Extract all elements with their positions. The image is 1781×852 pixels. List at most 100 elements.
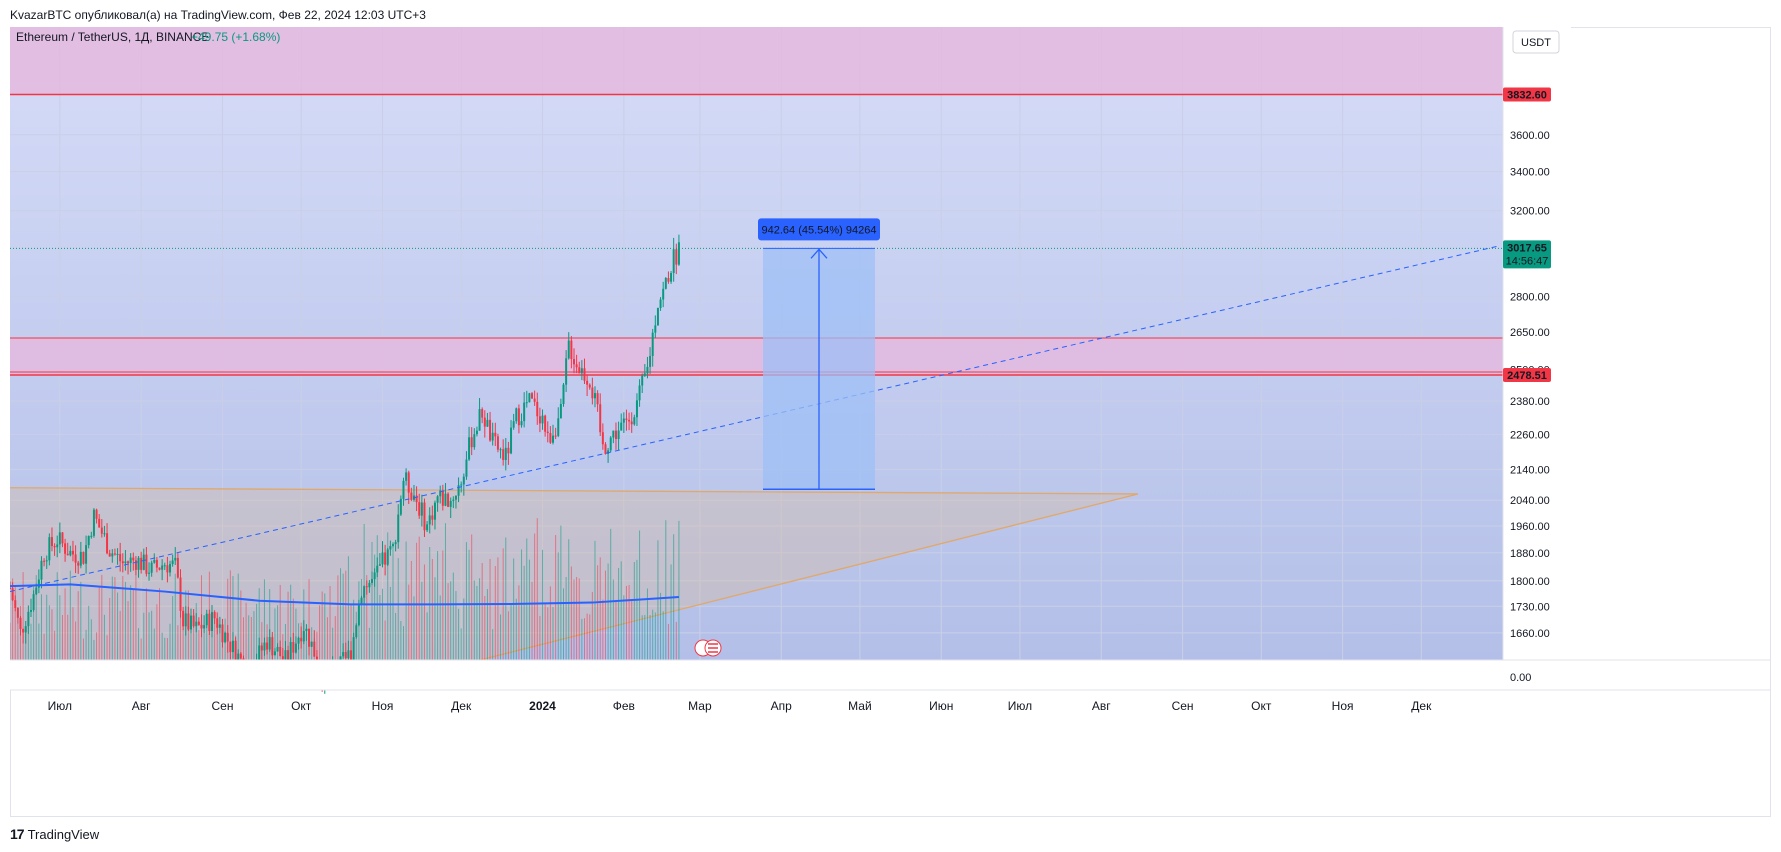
candle-body [562, 384, 565, 404]
candle-body [517, 408, 520, 426]
candle-body [16, 607, 19, 618]
candle-body [531, 393, 534, 399]
candle-body [512, 421, 515, 428]
measure-tool[interactable]: 942.64 (45.54%) 94264 [758, 218, 880, 491]
candle-body [103, 533, 106, 535]
moving-average[interactable] [10, 583, 679, 606]
candle-body [258, 645, 261, 664]
candle-body [410, 492, 413, 500]
candle-body [523, 402, 526, 422]
candle-body [565, 358, 568, 385]
candle-body [473, 434, 476, 448]
mid-level-badge-text: 2478.51 [1507, 370, 1547, 382]
currency-button[interactable]: USDT [1521, 37, 1551, 49]
candle-body [66, 553, 69, 556]
candle-body [58, 532, 61, 545]
candle-body [111, 553, 114, 557]
candle-body [620, 422, 623, 431]
candle-body [179, 577, 182, 611]
time-tick-label: Апр [771, 699, 793, 713]
tradingview-logo[interactable]: 17 TradingView [10, 826, 99, 842]
candle-body [132, 557, 135, 561]
candle-body [654, 325, 657, 333]
candle-body [200, 624, 203, 629]
candle-body [48, 537, 51, 561]
candle-body [148, 572, 151, 574]
upper-resistance-zone[interactable] [10, 27, 1503, 95]
time-tick-label: Авг [132, 699, 151, 713]
currency-button-bg[interactable] [1512, 30, 1560, 54]
top-level-badge [1503, 87, 1551, 102]
price-tick-label: 3200.00 [1510, 206, 1550, 218]
candle-body [184, 613, 187, 627]
candle-body [77, 562, 80, 566]
candle-body [158, 567, 161, 570]
events-icon[interactable] [694, 639, 722, 657]
trend-line[interactable] [10, 245, 1503, 593]
candle-body [457, 485, 460, 496]
candle-body [153, 559, 156, 563]
candle-body [150, 562, 153, 573]
candle-body [607, 450, 610, 454]
candle-body [630, 421, 633, 425]
time-tick-label: 2024 [529, 699, 556, 713]
candle-body [541, 415, 544, 424]
candle-body [74, 554, 77, 563]
candle-body [195, 621, 198, 627]
time-tick-label: Окт [1251, 699, 1272, 713]
candle-body [633, 417, 636, 425]
candle-body [546, 431, 549, 434]
candle-body [137, 557, 140, 570]
symbol-name[interactable]: Ethereum / TetherUS, 1Д, BINANCE [16, 30, 209, 44]
candle-body [350, 650, 353, 663]
candle-body [609, 437, 612, 451]
candle-body [98, 518, 101, 528]
candle-body [368, 582, 371, 588]
time-tick-label: Окт [291, 699, 312, 713]
candle-body [342, 652, 345, 657]
candle-body [625, 418, 628, 420]
candle-body [641, 375, 644, 386]
measure-label-bg [758, 218, 880, 241]
candle-body [229, 641, 232, 653]
candle-body [478, 409, 481, 431]
candle-body [239, 653, 242, 659]
candle-body [231, 640, 234, 653]
candle-body [140, 557, 143, 570]
triangle-upper-line[interactable] [10, 487, 1138, 495]
candle-body [423, 502, 426, 531]
trend-dashed-line[interactable] [10, 245, 1501, 593]
time-axis[interactable]: Июл Авг Сен Окт Ноя Дек 2024 Фев Мар Апр Май Июн Июл… [48, 699, 1432, 713]
candle-body [85, 545, 88, 564]
candle-body [302, 631, 305, 642]
price-chart[interactable]: 942.64 (45.54%) 94264 3600.00 3400.00 3200… [10, 27, 1771, 817]
candle-body [22, 628, 25, 633]
candle-body [82, 551, 85, 564]
candle-body [572, 359, 575, 365]
price-tick-label: 2380.00 [1510, 396, 1550, 408]
time-tick-label: Ноя [372, 699, 394, 713]
price-axis[interactable]: 3600.003400.003200.002800.002650.002500.… [1510, 130, 1550, 640]
candle-body [449, 500, 452, 507]
candle-body [596, 393, 599, 405]
candle-body [190, 615, 193, 630]
candle-body [142, 554, 145, 570]
candle-body [116, 553, 119, 555]
candle-body [428, 515, 431, 525]
candle-body [418, 502, 421, 516]
price-tick-label: 1800.00 [1510, 576, 1550, 588]
price-tick-label: 1730.00 [1510, 601, 1550, 613]
middle-zone[interactable] [10, 338, 1503, 375]
candle-body [121, 561, 124, 564]
candles[interactable] [10, 234, 680, 694]
candle-body [677, 242, 680, 265]
candle-body [394, 542, 397, 545]
candle-body [119, 553, 122, 562]
candle-body [491, 432, 494, 441]
candle-body [344, 652, 347, 659]
measure-label: 942.64 (45.54%) 94264 [762, 224, 877, 236]
price-axis-bg [1503, 27, 1571, 660]
candle-body [502, 449, 505, 461]
ma-line[interactable] [10, 583, 679, 606]
time-tick-label: Ноя [1332, 699, 1354, 713]
